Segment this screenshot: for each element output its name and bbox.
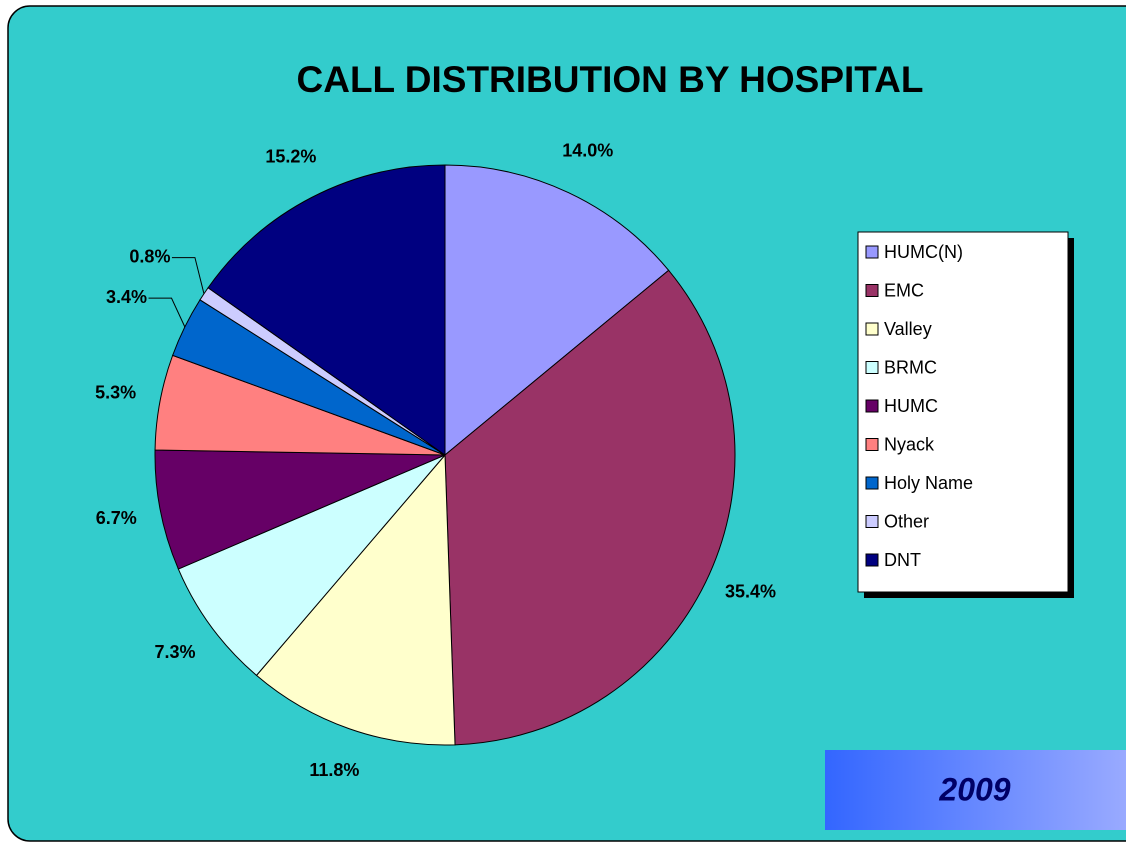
- pie-slice: [154, 449, 446, 570]
- legend-swatch: [865, 322, 879, 336]
- legend-label: Nyack: [884, 434, 935, 454]
- leader-line: [148, 297, 186, 328]
- legend-swatch: [865, 515, 879, 528]
- legend-label: Other: [884, 511, 929, 531]
- legend-swatch: [865, 284, 879, 297]
- legend-label: Holy Name: [884, 473, 973, 493]
- legend-swatch: [865, 399, 879, 413]
- leader-line: [171, 257, 205, 294]
- data-label: 5.3%: [95, 382, 136, 402]
- data-label: 14.0%: [562, 141, 613, 161]
- legend-label: Valley: [884, 319, 932, 339]
- data-label: 35.4%: [725, 581, 776, 601]
- pie-slice: [207, 164, 446, 456]
- data-label: 0.8%: [129, 246, 170, 266]
- data-label: 6.7%: [96, 508, 137, 528]
- annotation-box: [825, 750, 1126, 830]
- legend-label: HUMC(N): [884, 242, 963, 262]
- data-label: 3.4%: [106, 287, 147, 307]
- data-label: 11.8%: [309, 760, 359, 780]
- legend-swatch: [865, 438, 879, 451]
- data-label: 7.3%: [155, 642, 196, 662]
- legend-swatch: [865, 245, 879, 259]
- pie-slice: [177, 454, 446, 677]
- data-label: 15.2%: [265, 146, 316, 166]
- legend-swatch: [865, 361, 879, 374]
- annotation: 2009: [938, 771, 1010, 807]
- legend-label: BRMC: [884, 357, 937, 377]
- pie-slice: [444, 164, 670, 457]
- pie-slice: [255, 453, 456, 746]
- pie-slice: [444, 269, 736, 746]
- legend-label: HUMC: [884, 396, 938, 416]
- legend-swatch: [865, 553, 879, 567]
- legend-label: EMC: [884, 280, 924, 300]
- legend-label: DNT: [884, 550, 921, 570]
- legend: [857, 231, 1069, 593]
- chart-title: CALL DISTRIBUTION BY HOSPITAL: [297, 59, 924, 100]
- legend-swatch: [865, 476, 879, 490]
